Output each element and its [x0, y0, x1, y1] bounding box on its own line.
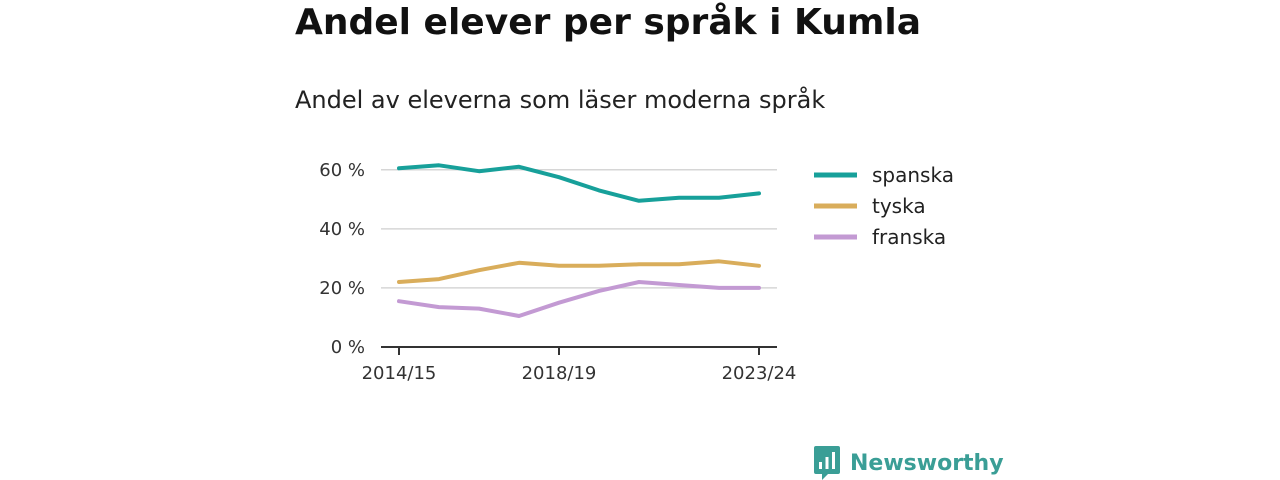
gridlines — [381, 169, 777, 289]
x-tick-label: 2018/19 — [522, 363, 597, 384]
newsworthy-logo-icon — [814, 446, 840, 480]
chart-subtitle: Andel av eleverna som läser moderna språ… — [295, 86, 826, 114]
legend-label-spanska: spanska — [872, 163, 954, 187]
x-tick-label: 2023/24 — [722, 363, 797, 384]
chart-title: Andel elever per språk i Kumla — [295, 2, 921, 43]
legend-label-tyska: tyska — [872, 194, 926, 218]
series-line-tyska — [397, 259, 761, 284]
series-line-spanska — [397, 163, 761, 203]
series-lines — [397, 163, 761, 318]
y-tick-label: 40 % — [319, 219, 365, 240]
y-tick-label: 60 % — [319, 160, 365, 181]
brand-logo: Newsworthy — [814, 446, 1004, 480]
y-tick-label: 20 % — [319, 278, 365, 299]
x-axis: 2014/15 2018/19 2023/24 — [362, 346, 797, 384]
y-tick-label: 0 % — [331, 337, 365, 358]
series-line-franska — [397, 280, 761, 318]
legend: spanska tyska franska — [814, 163, 954, 249]
y-axis-ticks: 0 % 20 % 40 % 60 % — [319, 160, 365, 358]
brand-name: Newsworthy — [850, 450, 1004, 476]
legend-label-franska: franska — [872, 225, 946, 249]
x-tick-label: 2014/15 — [362, 363, 437, 384]
